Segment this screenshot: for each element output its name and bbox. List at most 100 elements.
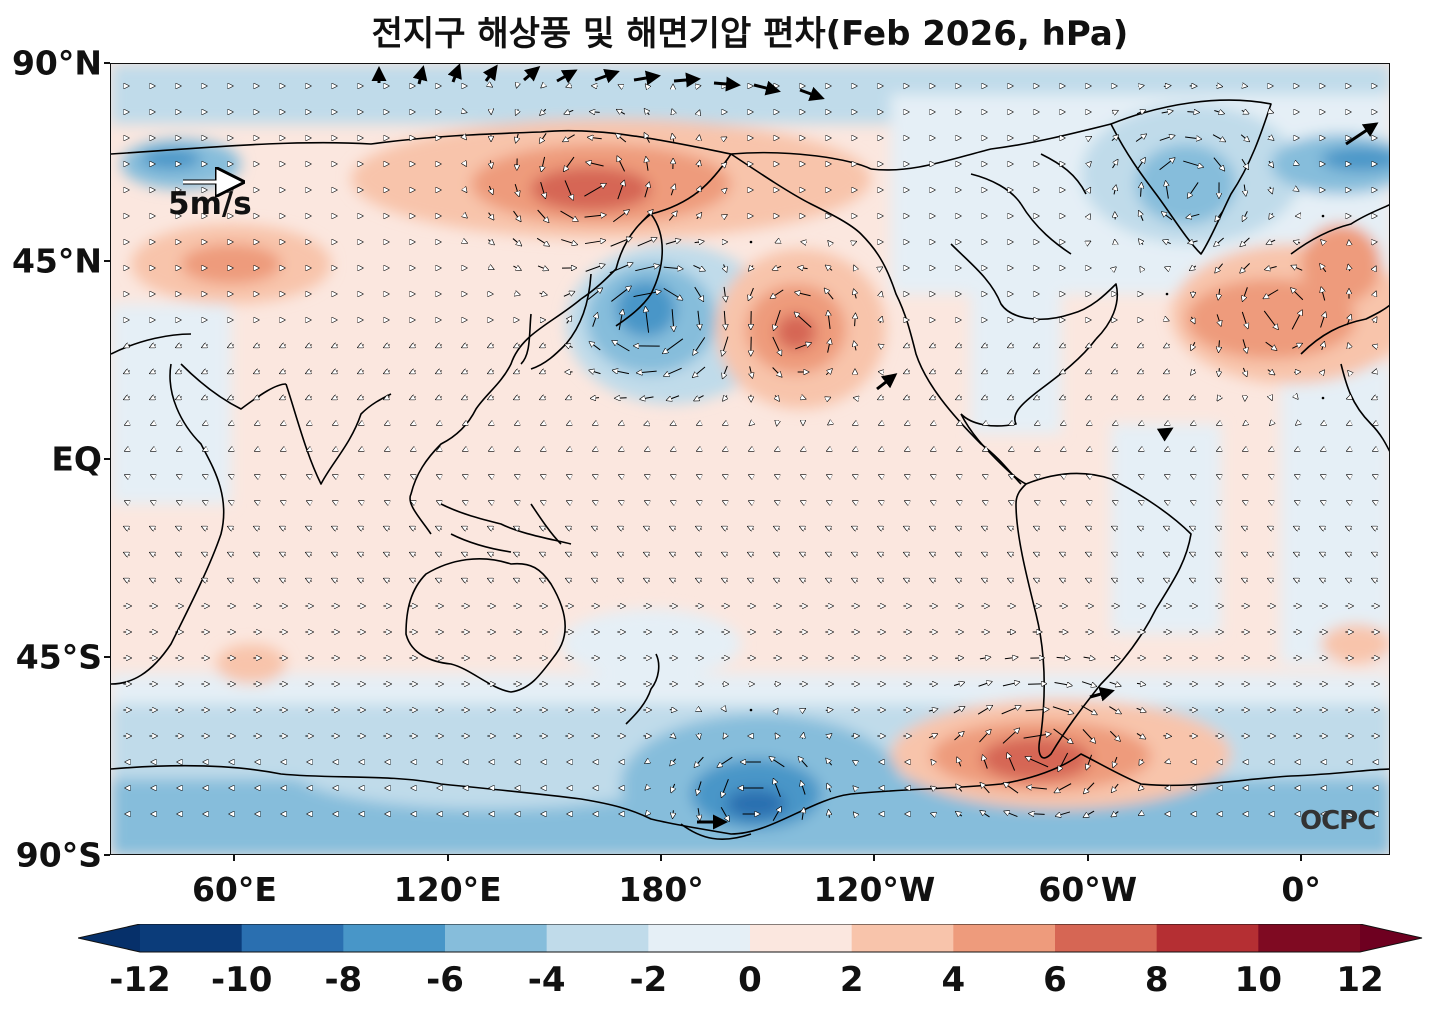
wind-vector-arrow [664,367,682,376]
wind-vector-arrow [489,267,494,269]
colorbar-segment [851,924,954,952]
wind-vector-arrow [673,810,674,817]
wind-vector-arrow [151,449,155,451]
wind-vector-arrow [1372,527,1377,530]
wind-vector-arrow [125,501,129,503]
wind-vector-arrow [853,423,857,425]
wind-vector-arrow [332,371,337,374]
wind-vector-arrow [586,162,604,167]
wind-vector-arrow [1188,241,1198,243]
wind-vector-arrow [930,527,935,530]
wind-vector-arrow [713,76,741,92]
map-title: 전지구 해상풍 및 해면기압 편차(Feb 2026, hPa) [371,14,1129,54]
wind-vector-arrow [124,553,129,556]
wind-vector-arrow [1112,371,1117,374]
wind-vector-arrow [1112,811,1119,817]
wind-vector-arrow [931,501,935,503]
wind-vector-arrow [879,449,883,451]
wind-vector-arrow [1139,759,1142,764]
wind-vector-arrow [802,733,803,739]
wind-vector-arrow [773,266,782,269]
wind-vector-arrow [772,336,781,355]
wind-vector-arrow [1054,682,1072,685]
wind-vector-arrow [228,345,233,348]
wind-vector-arrow [1291,311,1302,330]
wind-vector-arrow [618,527,623,530]
wind-vector-arrow [177,501,181,503]
wind-vector-arrow [566,397,571,400]
wind-vector-arrow [560,210,578,221]
wind-vector-arrow [617,110,626,114]
wind-vector-arrow [255,423,259,425]
wind-vector-arrow [722,553,727,556]
lon-tick-mark [1300,855,1303,861]
wind-vector-arrow [488,212,494,220]
wind-vector-arrow [523,66,541,82]
wind-vector-arrow [593,475,597,477]
wind-vector-arrow [1139,239,1143,244]
wind-vector-arrow [1086,345,1091,348]
wind-vector-arrow [618,579,623,582]
wind-vector-arrow [645,761,648,763]
wind-vector-arrow [489,501,493,503]
wind-vector-arrow [488,579,493,582]
colorbar-tick-label: 12 [1336,960,1384,1000]
wind-vector-arrow [567,317,572,324]
wind-vector-arrow [774,527,779,530]
wind-vector-arrow [1166,762,1169,763]
wind-vector-arrow [1165,423,1169,425]
wind-vector-arrow [724,286,726,301]
wind-vector-arrow [671,423,675,425]
wind-vector-arrow [254,579,259,582]
wind-vector-arrow [722,527,727,530]
wind-vector-arrow [826,759,833,766]
wind-vector-arrow [637,238,657,247]
wind-vector-arrow [667,395,680,401]
wind-vector-arrow [880,267,882,268]
wind-vector-arrow [879,423,883,425]
colorbar-tick-label: 6 [1043,960,1067,1000]
wind-vector-arrow [953,707,964,714]
wind-vector-arrow [1241,158,1248,169]
wind-vector-arrow [587,288,602,300]
wind-vector-arrow [593,423,597,425]
wind-vector-arrow [1089,686,1115,702]
wind-vector-arrow [748,579,753,582]
wind-vector-arrow [490,85,492,86]
wind-vector-arrow [979,657,990,659]
wind-vector-arrow [795,313,812,328]
wind-vector-arrow [333,449,337,451]
wind-vector-arrow [957,449,961,451]
wind-vector-arrow [801,709,805,711]
wind-vector-arrow [698,808,700,820]
wind-vector-arrow [410,553,415,556]
wind-vector-arrow [1082,729,1095,742]
wind-vector-arrow [1164,397,1169,400]
wind-vector-arrow [1139,475,1143,477]
wind-vector-arrow [1061,501,1065,503]
wind-vector-arrow [905,475,909,477]
wind-vector-arrow [564,180,573,199]
wind-vector-arrow [593,449,597,451]
wind-vector-arrow [1112,160,1118,169]
wind-vector-arrow [1114,186,1116,195]
wind-vector-arrow [1191,316,1194,323]
wind-vector-arrow [585,265,605,272]
wind-vector-arrow [1187,112,1198,113]
wind-vector-arrow [1061,475,1065,477]
wind-vector-arrow [1185,137,1201,139]
wind-vector-arrow [928,734,937,738]
wind-vector-arrow [561,239,577,245]
wind-vector-arrow [672,134,674,142]
wind-vector-arrow [854,786,857,789]
wind-vector-arrow [541,85,544,88]
wind-vector-arrow [513,266,520,270]
wind-vector-arrow [1269,475,1273,477]
wind-vector-arrow [1138,527,1143,530]
wind-vector-arrow [825,369,831,376]
lon-tick-label: 180° [618,870,704,909]
wind-vector-arrow [1190,553,1195,556]
wind-vector-arrow [590,370,601,373]
wind-vector-arrow [1320,579,1325,582]
wind-vector-arrow [853,449,857,451]
